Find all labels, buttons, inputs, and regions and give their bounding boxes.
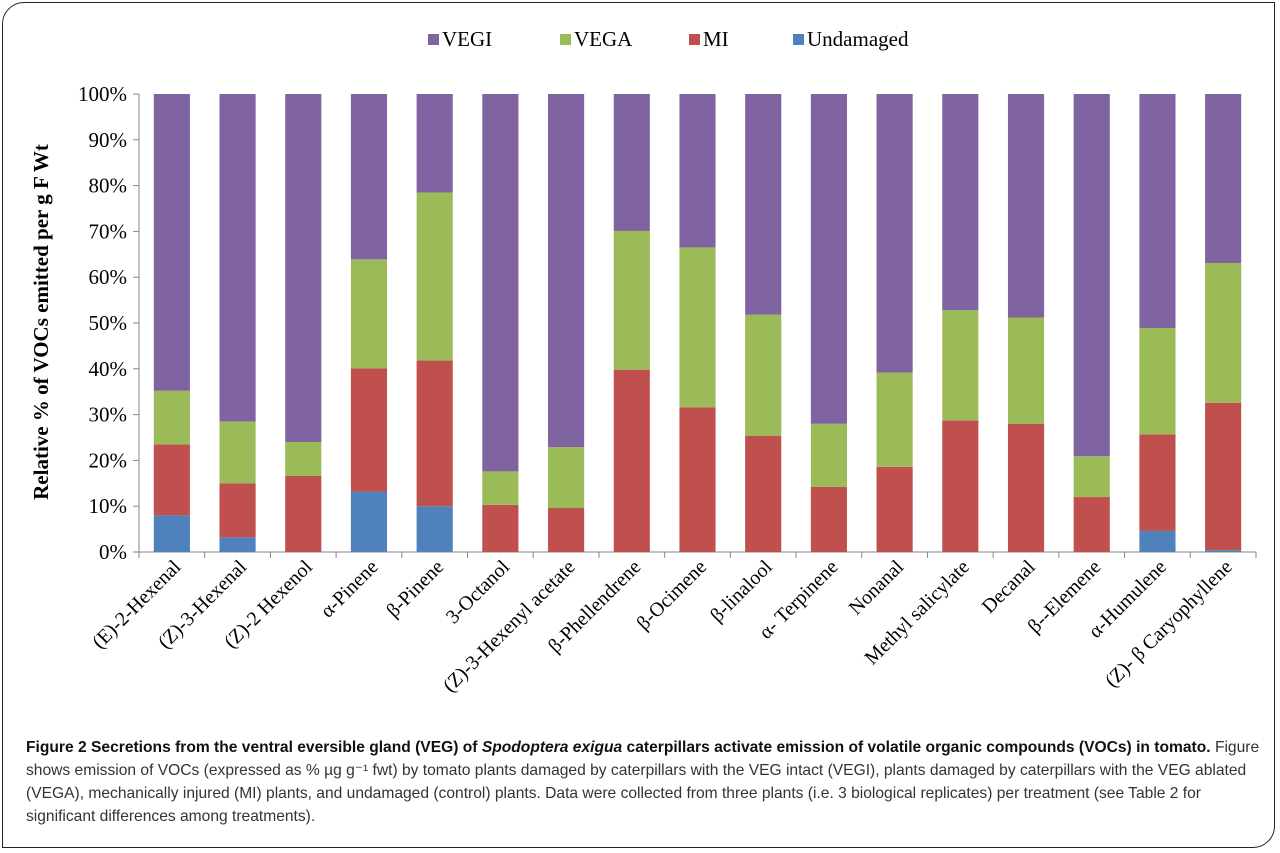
bar-segment-vega [219,421,256,484]
figure-title-part1: Secretions from the ventral eversible gl… [91,739,478,756]
bar-segment-undamaged [350,491,388,552]
bar-segment-vega [745,314,782,436]
bar-segment-vegi [679,94,716,248]
bar-segment-mi [1139,434,1176,531]
figure-label: Figure 2 [26,739,87,756]
legend: VEGI VEGA MI Undamaged [428,27,909,51]
bar-segment-mi [1073,497,1110,552]
bar-segment-vegi [810,94,847,424]
bar-segment-vega [482,471,519,505]
y-tick-label: 20% [89,448,128,472]
y-axis-label: Relative % of VOCs emitted per g F Wt [29,144,53,500]
bar-segment-mi [745,435,782,552]
bar-segment-vega [350,259,388,369]
bar-segment-mi [153,444,190,516]
legend-swatch-vega [560,34,571,45]
legend-label-undamaged: Undamaged [807,27,909,51]
bar-segment-vega [679,247,716,408]
bar-segment-vegi [219,94,256,422]
bar-segment-vegi [548,94,585,448]
bar-segment-undamaged [416,506,453,552]
y-tick-label: 50% [89,311,128,335]
bar-segment-mi [1205,402,1242,551]
x-tick-labels: (E)-2-Hexenal(Z)-3-Hexenal(Z)-2 Hexenol α… [88,552,1257,697]
y-tick-label: 60% [89,265,128,289]
bar-segment-mi [613,369,650,552]
legend-label-mi: MI [703,27,729,51]
bar-segment-vega [416,192,453,361]
bars-group [153,94,1242,552]
bar-segment-mi [219,483,256,538]
y-tick-label: 90% [89,128,128,152]
legend-swatch-undamaged [793,34,804,45]
y-tick-label: 0% [99,540,127,564]
bar-segment-mi [1007,423,1045,552]
bar-segment-vega [876,372,913,467]
bar-segment-vegi [416,94,453,193]
bar-segment-mi [942,420,979,552]
figure-title-part2: caterpillars activate emission of volati… [626,739,1211,756]
bar-segment-vegi [942,94,979,311]
legend-swatch-mi [689,34,700,45]
y-tick-label: 100% [78,82,127,106]
figure-title-species: Spodoptera exigua [481,739,623,756]
x-tick-label: (Z)- β Caryophyllene [1101,556,1237,692]
bar-segment-vega [1205,263,1242,403]
bar-segment-vegi [1007,94,1045,318]
bar-segment-mi [416,360,453,507]
bar-segment-vegi [1139,94,1176,329]
y-tick-labels: 0% 10% 20% 30% 40% 50% 60% 70% 80% 90% 100% [78,82,139,564]
x-tick-label: Nonanal [845,556,909,620]
bar-segment-vegi [1205,94,1242,264]
bar-segment-mi [548,508,585,552]
x-tick-label: β-Pinene [382,556,448,622]
figure-caption: Figure 2 Secretions from the ventral eve… [26,736,1261,828]
y-axis-label-text: Relative % of VOCs emitted per g F Wt [29,144,53,500]
stacked-bar-chart: Relative % of VOCs emitted per g F Wt 0%… [29,27,1257,697]
bar-segment-mi [876,466,913,552]
y-tick-label: 10% [89,494,128,518]
bar-segment-vegi [1073,94,1110,457]
bar-segment-vega [810,423,847,487]
y-tick-label: 80% [89,174,128,198]
bar-segment-vega [1073,456,1110,498]
bar-segment-mi [482,504,519,552]
bar-segment-vegi [876,94,913,373]
bar-segment-undamaged [1205,550,1242,552]
bar-segment-vegi [613,94,650,231]
bar-segment-vegi [153,94,190,391]
bar-segment-mi [285,475,322,552]
bar-segment-vega [548,447,585,509]
bar-segment-undamaged [153,515,190,552]
y-tick-label: 70% [89,219,128,243]
legend-swatch-vegi [428,34,439,45]
legend-label-vega: VEGA [574,27,633,51]
bar-segment-undamaged [1139,530,1176,552]
bar-segment-mi [350,368,388,492]
y-tick-label: 30% [89,403,128,427]
bar-segment-vegi [745,94,782,315]
bar-segment-vega [153,390,190,445]
bar-segment-vegi [482,94,519,472]
bar-segment-vegi [285,94,322,443]
bar-segment-mi [679,407,716,552]
x-tick-label: β-Ocimene [633,556,712,635]
bar-segment-vega [1139,328,1176,435]
bar-segment-mi [810,486,847,552]
x-tick-label: Decanal [978,556,1040,618]
bar-segment-vegi [350,94,388,260]
x-tick-label: α-Pinene [316,556,382,622]
y-tick-label: 40% [89,357,128,381]
bar-segment-vega [942,310,979,421]
bar-segment-vega [285,442,322,476]
figure-caption-body: Figure shows emission of VOCs (expressed… [26,739,1260,825]
legend-label-vegi: VEGI [442,27,492,51]
bar-segment-vega [613,230,650,370]
bar-segment-vega [1007,317,1045,424]
bar-segment-undamaged [219,537,256,552]
